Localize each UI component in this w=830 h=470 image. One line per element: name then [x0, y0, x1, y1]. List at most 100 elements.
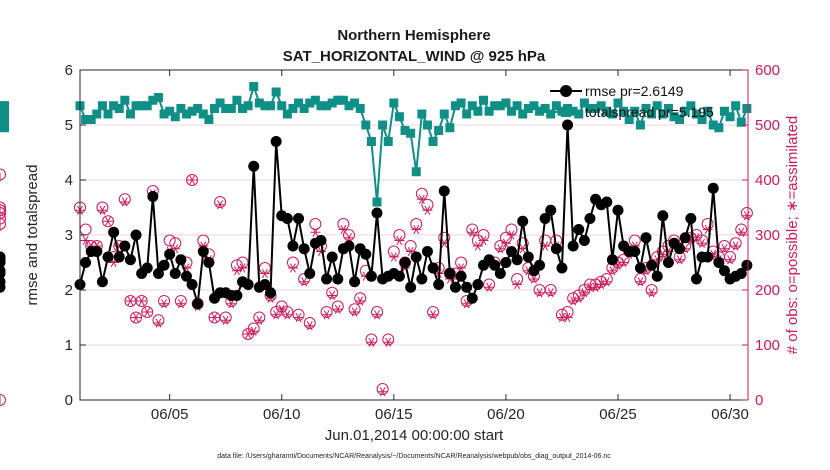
asterisk-stroke	[637, 277, 644, 287]
rmse-point	[713, 257, 725, 268]
rmse-point	[242, 279, 254, 290]
obs-assimilated-point	[506, 230, 517, 240]
totalspread-point	[495, 101, 505, 111]
obs-possible-point	[427, 306, 440, 318]
rmse-point	[113, 251, 125, 263]
obs-assimilated-point	[495, 244, 506, 254]
x-axis-label: Jun.01,2014 00:00:00 start	[325, 427, 504, 444]
y-axis-left-label: rmse and totalspread	[24, 165, 41, 306]
totalspread-point	[271, 87, 281, 97]
obs-possible-point	[382, 333, 395, 346]
asterisk-stroke	[474, 241, 481, 251]
obs-assimilated-point	[416, 194, 427, 204]
totalspread-point	[120, 95, 130, 105]
asterisk-stroke	[693, 233, 700, 243]
y-right-tick-label: 100	[755, 337, 780, 354]
obs-assimilated-point	[646, 288, 657, 298]
totalspread-point	[215, 98, 225, 108]
totalspread-point	[473, 106, 483, 116]
rmse-point	[472, 279, 484, 290]
asterisk-stroke	[177, 299, 184, 309]
asterisk-stroke	[127, 296, 134, 306]
totalspread-point	[675, 115, 685, 124]
totalspread-point	[232, 95, 242, 105]
asterisk-stroke	[648, 288, 655, 298]
obs-possible-point	[298, 273, 311, 285]
rmse-point	[606, 254, 618, 266]
asterisk-stroke	[211, 312, 218, 323]
asterisk-stroke	[105, 216, 111, 226]
rmse-point	[640, 232, 652, 244]
obs-assimilated-point	[500, 238, 511, 248]
asterisk-stroke	[390, 252, 397, 262]
y-right-tick-label: 300	[755, 227, 780, 244]
totalspread-point	[501, 98, 511, 108]
asterisk-stroke	[334, 304, 341, 314]
rmse-point	[270, 136, 282, 147]
totalspread-point	[691, 109, 701, 119]
asterisk-stroke	[676, 255, 683, 265]
totalspread-point	[238, 104, 248, 113]
legend-rmse-marker	[560, 85, 572, 97]
obs-possible-point	[247, 322, 260, 335]
rmse-point	[124, 254, 136, 266]
totalspread-point	[742, 104, 752, 113]
obs-possible-point	[96, 201, 109, 214]
rmse-point	[91, 246, 103, 257]
asterisk-stroke	[273, 310, 280, 320]
rmse-point	[231, 290, 243, 301]
rmse-point	[674, 243, 686, 255]
totalspread-point	[411, 167, 421, 177]
asterisk-stroke	[295, 312, 302, 323]
obs-possible-point	[0, 207, 6, 219]
asterisk-stroke	[357, 296, 364, 306]
rmse-point	[522, 251, 534, 263]
asterisk-stroke	[189, 175, 196, 185]
rmse-point	[349, 276, 361, 288]
asterisk-stroke	[514, 279, 521, 290]
obs-possible-point	[219, 311, 232, 324]
rmse-point	[393, 270, 405, 282]
obs-assimilated-point	[259, 268, 270, 279]
rmse-point	[578, 235, 590, 246]
rmse-point	[96, 276, 108, 288]
asterisk-stroke	[486, 282, 493, 292]
totalspread-point	[310, 95, 320, 105]
totalspread-point	[226, 104, 236, 113]
rmse-point	[562, 119, 574, 131]
rmse-point	[545, 204, 557, 216]
rmse-point	[147, 191, 159, 202]
obs-possible-point	[348, 303, 361, 316]
asterisk-stroke	[161, 299, 167, 309]
rmse-point	[539, 213, 551, 224]
obs-possible-point	[135, 295, 148, 307]
rmse-point	[662, 257, 674, 268]
x-tick-label: 06/05	[151, 406, 189, 423]
asterisk-stroke	[732, 241, 739, 251]
totalspread-series	[0, 82, 752, 207]
rmse-point	[657, 210, 669, 222]
rmse-point	[567, 240, 579, 252]
obs-possible-point	[158, 295, 171, 307]
totalspread-point	[490, 101, 500, 111]
asterisk-stroke	[418, 194, 425, 204]
rmse-point	[466, 292, 478, 304]
obs-possible-point	[354, 292, 367, 305]
y-right-tick-label: 0	[755, 392, 763, 409]
y-axis-right: 0 100 200 300 400 500 600	[742, 62, 780, 409]
rmse-point	[265, 287, 277, 299]
rmse-point	[427, 262, 439, 274]
obs-assimilated-point	[377, 387, 388, 397]
totalspread-point	[0, 104, 9, 113]
asterisk-stroke	[620, 257, 627, 268]
obs-possible-point	[141, 306, 154, 318]
obs-assimilated-point	[579, 288, 590, 298]
totalspread-point	[81, 115, 91, 124]
obs-assimilated-point	[422, 205, 433, 215]
obs-assimilated-point	[338, 224, 349, 235]
totalspread-point	[181, 109, 191, 119]
obs-possible-point	[718, 240, 731, 252]
obs-possible-point	[320, 306, 333, 318]
totalspread-point	[512, 101, 522, 111]
